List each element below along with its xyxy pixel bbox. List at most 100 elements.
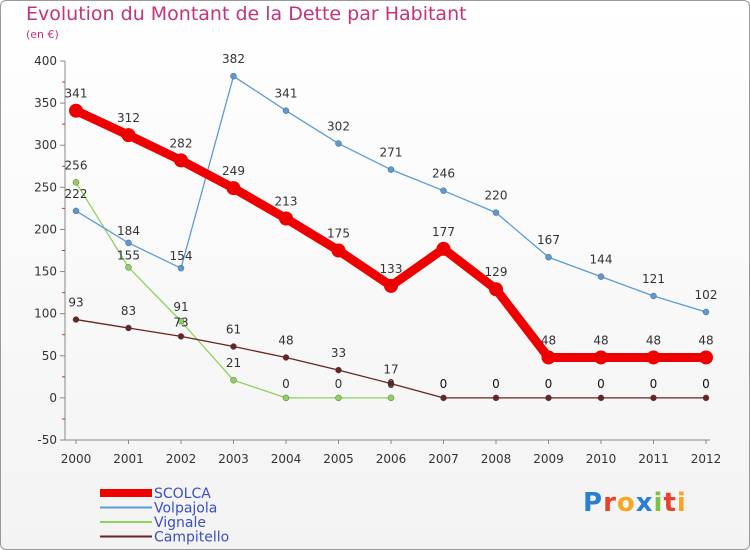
- data-label: 102: [695, 288, 718, 302]
- data-label: 256: [65, 158, 88, 172]
- data-point: [646, 350, 661, 365]
- data-label: 48: [278, 333, 293, 347]
- x-tick-label: 2012: [691, 452, 722, 466]
- series-line: [75, 75, 707, 313]
- data-label: 83: [121, 304, 136, 318]
- data-label: 246: [432, 167, 455, 181]
- data-label: 220: [485, 189, 508, 203]
- data-point: [699, 350, 713, 365]
- x-tick-label: 2006: [376, 452, 407, 466]
- logo-letter: o: [616, 488, 636, 518]
- data-label: 382: [222, 52, 245, 66]
- data-label: 312: [117, 111, 140, 125]
- data-point: [125, 324, 132, 332]
- data-point: [125, 239, 132, 247]
- data-label: 21: [226, 356, 241, 370]
- y-tick-label: 400: [34, 54, 57, 68]
- data-label: 17: [383, 363, 398, 377]
- data-label: 93: [68, 296, 83, 310]
- legend-label: Volpajola: [154, 501, 217, 517]
- x-tick-label: 2003: [218, 452, 249, 466]
- data-label: 154: [170, 249, 193, 263]
- data-label: 33: [331, 346, 346, 360]
- data-point: [541, 350, 556, 365]
- y-tick-label: 300: [34, 138, 57, 152]
- data-label: 121: [642, 272, 665, 286]
- data-point: [702, 394, 710, 402]
- data-point: [125, 264, 132, 271]
- x-tick-label: 2010: [586, 452, 617, 466]
- data-label: 271: [380, 146, 403, 160]
- data-label: 249: [222, 164, 245, 178]
- data-label: 184: [117, 224, 140, 238]
- data-point: [335, 140, 342, 147]
- y-tick-label: 200: [34, 222, 57, 236]
- data-point: [177, 318, 185, 325]
- logo-letter: x: [635, 488, 654, 518]
- data-point: [279, 211, 293, 226]
- data-point: [492, 209, 500, 216]
- y-tick-label: 350: [34, 96, 57, 110]
- data-point: [545, 394, 552, 402]
- data-point: [440, 394, 447, 402]
- data-point: [282, 354, 290, 361]
- data-point: [335, 366, 342, 374]
- data-point: [230, 72, 237, 80]
- data-point: [69, 103, 83, 118]
- data-point: [545, 254, 552, 261]
- data-point: [331, 243, 346, 258]
- data-point: [230, 377, 237, 384]
- data-point: [440, 187, 447, 194]
- data-label: 129: [485, 265, 508, 279]
- series-campitello: [72, 316, 710, 402]
- data-point: [387, 380, 395, 387]
- data-label: 48: [593, 333, 608, 347]
- x-tick-label: 2007: [428, 452, 459, 466]
- data-label: 341: [65, 87, 88, 101]
- data-point: [282, 394, 290, 402]
- logo-letter: P: [583, 488, 604, 518]
- series-volpajola: [72, 72, 710, 316]
- data-label: 222: [65, 187, 88, 201]
- data-label: 48: [541, 333, 556, 347]
- data-point: [702, 308, 710, 316]
- legend-item-campitello: Campitello: [100, 530, 229, 546]
- x-tick-label: 2000: [61, 452, 92, 466]
- data-point: [436, 241, 451, 256]
- data-label: 341: [275, 87, 298, 101]
- legend-label: SCOLCA: [154, 486, 211, 502]
- x-tick-label: 2001: [113, 452, 144, 466]
- x-tick-label: 2009: [533, 452, 564, 466]
- data-point: [594, 350, 608, 365]
- data-point: [492, 394, 500, 402]
- data-label: 0: [702, 377, 710, 391]
- logo-letter: t: [663, 488, 677, 518]
- data-point: [72, 316, 80, 323]
- data-label: 0: [387, 377, 395, 391]
- x-tick-label: 2004: [271, 452, 302, 466]
- x-tick-label: 2011: [638, 452, 669, 466]
- data-label: 91: [173, 300, 188, 314]
- data-point: [282, 107, 290, 114]
- data-point: [177, 333, 185, 340]
- series-vignale: [72, 179, 395, 402]
- data-label: 282: [170, 136, 193, 150]
- data-point: [387, 166, 395, 173]
- data-label: 0: [545, 377, 553, 391]
- data-point: [597, 394, 605, 402]
- data-point: [177, 264, 185, 272]
- y-tick-label: 150: [34, 265, 57, 279]
- data-label: 0: [492, 377, 500, 391]
- data-label: 73: [173, 315, 188, 329]
- data-label: 213: [275, 194, 298, 208]
- data-label: 302: [327, 120, 350, 134]
- legend-item-scolca: SCOLCA: [100, 486, 211, 502]
- legend-item-vignale: Vignale: [100, 515, 206, 531]
- legend-label: Campitello: [154, 530, 229, 546]
- chart-title: Evolution du Montant de la Dette par Hab…: [26, 3, 467, 25]
- chart-subtitle: (en €): [26, 28, 59, 41]
- logo-letter: i: [653, 488, 664, 518]
- logo-letter: r: [603, 488, 617, 518]
- data-point: [174, 153, 188, 168]
